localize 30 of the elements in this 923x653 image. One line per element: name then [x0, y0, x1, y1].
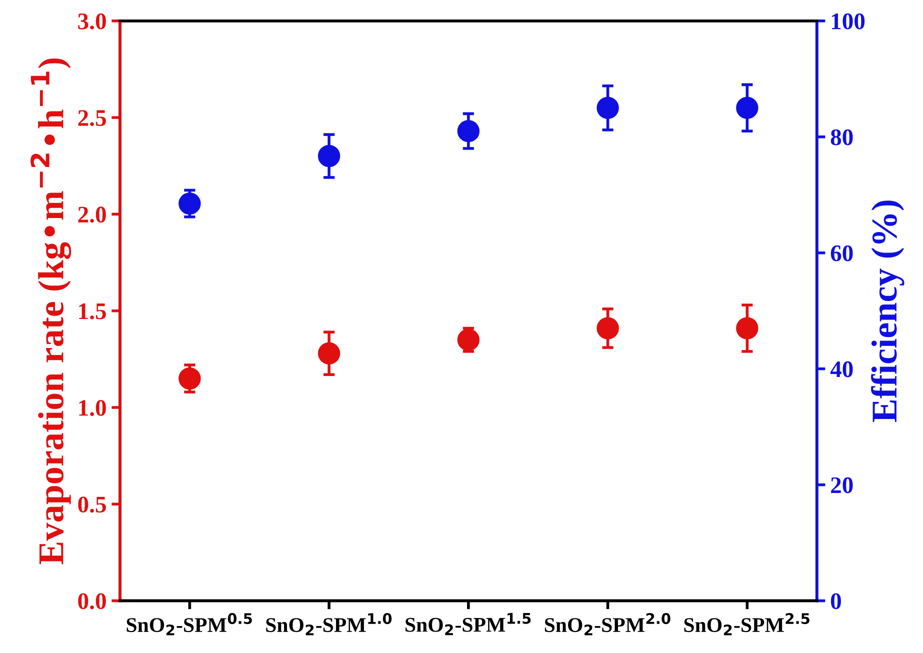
y-tick-label: 2.5	[78, 110, 106, 126]
x-tick-label: SnO$_{2}$-SPM$^{2.5}$	[684, 613, 810, 636]
y-tick-label: 1.0	[79, 400, 106, 416]
y2-tick-label: 60	[830, 245, 853, 262]
point	[318, 342, 340, 364]
point	[596, 317, 619, 340]
y-tick-label: 1.5	[79, 303, 106, 320]
y-tick-label: 3.0	[78, 13, 106, 30]
point	[736, 317, 758, 340]
y2-axis-title: Efficiency (%)	[871, 200, 904, 422]
y-tick-label: 2.0	[78, 206, 106, 223]
point	[178, 367, 201, 390]
point	[596, 96, 619, 119]
y2-tick-label: 40	[830, 361, 853, 378]
y2-tick-label: 100	[832, 13, 865, 30]
x-tick-label: SnO$_{2}$-SPM$^{1.0}$	[266, 613, 392, 636]
point	[318, 144, 340, 168]
point	[178, 192, 201, 215]
y-axis-title: Evaporation rate (kg•m$^{−2}$•h$^{−1}$)	[30, 58, 72, 564]
y-tick-label: 0.5	[78, 496, 106, 513]
point	[457, 120, 480, 142]
y2-tick-label: 20	[831, 477, 853, 494]
point	[457, 328, 480, 351]
x-tick-label: SnO$_{2}$-SPM$^{0.5}$	[126, 613, 252, 636]
x-tick-label: SnO$_{2}$-SPM$^{1.5}$	[406, 613, 531, 636]
x-tick-label: SnO$_{2}$-SPM$^{2.0}$	[544, 613, 670, 636]
y2-tick-label: 80	[830, 129, 853, 146]
y-tick-label: 0.0	[78, 593, 106, 610]
y2-tick-label: 0	[830, 593, 841, 610]
point	[736, 96, 758, 119]
